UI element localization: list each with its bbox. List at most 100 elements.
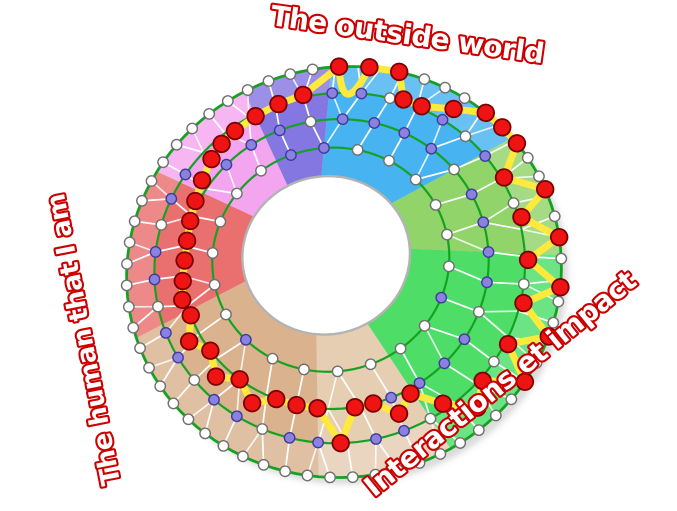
level-node-white[interactable] xyxy=(167,397,180,410)
level-node-white[interactable] xyxy=(220,308,232,321)
level-node-purple[interactable] xyxy=(368,117,381,129)
level-node-white[interactable] xyxy=(418,319,431,332)
level-node-white[interactable] xyxy=(521,151,534,164)
selected-node[interactable] xyxy=(539,327,559,347)
level-node-purple[interactable] xyxy=(230,410,243,423)
level-node-purple[interactable] xyxy=(179,168,192,181)
selected-node[interactable] xyxy=(192,170,212,190)
level-node-purple[interactable] xyxy=(477,216,490,229)
selected-node[interactable] xyxy=(242,393,262,413)
level-node-white[interactable] xyxy=(298,363,310,376)
selected-node[interactable] xyxy=(331,433,351,453)
level-node-white[interactable] xyxy=(552,295,565,308)
selected-node[interactable] xyxy=(389,62,409,82)
level-node-purple[interactable] xyxy=(435,291,448,304)
level-node-white[interactable] xyxy=(441,228,453,241)
level-node-purple[interactable] xyxy=(425,142,438,155)
level-node-white[interactable] xyxy=(152,300,164,313)
level-node-white[interactable] xyxy=(206,247,219,259)
level-node-white[interactable] xyxy=(188,374,201,386)
level-node-purple[interactable] xyxy=(165,192,178,205)
level-node-white[interactable] xyxy=(507,197,520,210)
level-node-white[interactable] xyxy=(383,154,395,167)
level-node-purple[interactable] xyxy=(413,377,426,390)
level-node-purple[interactable] xyxy=(149,246,162,258)
level-node-white[interactable] xyxy=(157,156,170,169)
selected-node[interactable] xyxy=(212,134,232,154)
level-node-purple[interactable] xyxy=(479,150,492,162)
level-node-white[interactable] xyxy=(489,409,502,422)
level-node-white[interactable] xyxy=(199,427,212,440)
level-node-white[interactable] xyxy=(186,122,199,135)
selected-node[interactable] xyxy=(308,398,328,418)
level-node-white[interactable] xyxy=(429,198,442,211)
level-node-purple[interactable] xyxy=(370,433,382,445)
level-node-white[interactable] xyxy=(121,257,133,270)
level-node-white[interactable] xyxy=(279,465,292,478)
level-node-white[interactable] xyxy=(439,81,451,94)
level-node-purple[interactable] xyxy=(336,113,349,126)
selected-node[interactable] xyxy=(389,404,409,424)
selected-node[interactable] xyxy=(180,211,200,231)
level-node-white[interactable] xyxy=(214,215,227,228)
level-node-white[interactable] xyxy=(548,210,561,223)
level-node-white[interactable] xyxy=(331,365,344,378)
selected-node[interactable] xyxy=(433,394,453,414)
level-node-white[interactable] xyxy=(230,187,243,200)
level-node-white[interactable] xyxy=(409,173,422,186)
level-node-white[interactable] xyxy=(488,355,500,368)
level-node-white[interactable] xyxy=(155,218,168,231)
level-node-purple[interactable] xyxy=(273,124,286,137)
level-node-white[interactable] xyxy=(443,260,455,273)
level-node-white[interactable] xyxy=(418,73,431,86)
sector-green-bright[interactable] xyxy=(354,218,596,460)
level-node-purple[interactable] xyxy=(220,158,233,171)
level-node-purple[interactable] xyxy=(326,87,339,100)
selected-node[interactable] xyxy=(549,227,569,247)
selected-node[interactable] xyxy=(476,103,496,123)
level-node-white[interactable] xyxy=(134,342,146,355)
selected-node[interactable] xyxy=(473,371,493,391)
selected-node[interactable] xyxy=(202,149,222,169)
level-node-purple[interactable] xyxy=(481,276,493,289)
selected-node[interactable] xyxy=(329,57,349,77)
selected-node[interactable] xyxy=(225,121,245,141)
level-node-white[interactable] xyxy=(145,175,158,187)
selected-node[interactable] xyxy=(363,394,383,414)
level-node-white[interactable] xyxy=(136,194,148,207)
level-node-purple[interactable] xyxy=(355,87,368,100)
level-node-purple[interactable] xyxy=(283,431,296,444)
selected-node[interactable] xyxy=(246,106,266,126)
selected-node[interactable] xyxy=(172,290,192,310)
level-node-white[interactable] xyxy=(306,63,319,76)
selected-node[interactable] xyxy=(173,271,193,291)
selected-node[interactable] xyxy=(181,305,201,325)
level-node-white[interactable] xyxy=(324,471,336,484)
level-node-purple[interactable] xyxy=(458,333,471,346)
level-node-purple[interactable] xyxy=(208,393,220,406)
level-node-white[interactable] xyxy=(128,215,141,228)
level-node-white[interactable] xyxy=(304,115,317,128)
level-node-white[interactable] xyxy=(458,92,471,105)
level-node-white[interactable] xyxy=(346,471,359,484)
selected-node[interactable] xyxy=(507,133,527,153)
selected-node[interactable] xyxy=(518,250,538,270)
level-node-white[interactable] xyxy=(301,469,314,482)
selected-node[interactable] xyxy=(444,99,464,119)
selected-node[interactable] xyxy=(492,117,512,137)
level-node-purple[interactable] xyxy=(438,357,451,370)
level-node-white[interactable] xyxy=(255,164,267,177)
level-node-white[interactable] xyxy=(472,305,485,318)
selected-node[interactable] xyxy=(412,96,432,116)
level-node-purple[interactable] xyxy=(312,436,324,449)
level-node-white[interactable] xyxy=(120,279,133,292)
level-node-white[interactable] xyxy=(351,144,364,156)
level-node-white[interactable] xyxy=(221,95,234,107)
level-node-white[interactable] xyxy=(424,412,437,425)
level-node-purple[interactable] xyxy=(482,246,495,258)
selected-node[interactable] xyxy=(269,94,289,114)
selected-node[interactable] xyxy=(514,293,534,313)
level-node-white[interactable] xyxy=(448,163,460,176)
selected-node[interactable] xyxy=(175,251,195,271)
selected-node[interactable] xyxy=(551,277,571,297)
